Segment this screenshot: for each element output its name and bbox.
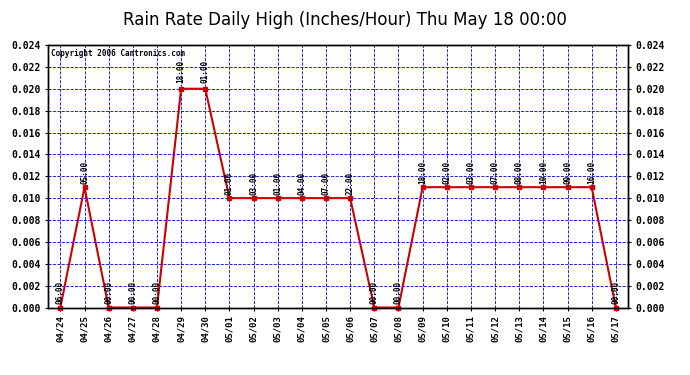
Text: 01:00: 01:00 <box>273 172 282 195</box>
Text: 02:00: 02:00 <box>442 161 451 184</box>
Text: 16:00: 16:00 <box>587 161 596 184</box>
Text: 18:00: 18:00 <box>177 60 186 83</box>
Text: 08:00: 08:00 <box>515 161 524 184</box>
Text: 07:00: 07:00 <box>322 172 331 195</box>
Text: 01:00: 01:00 <box>201 60 210 83</box>
Text: 18:00: 18:00 <box>418 161 427 184</box>
Text: 05:00: 05:00 <box>80 161 89 184</box>
Text: 00:00: 00:00 <box>394 281 403 304</box>
Text: 00:00: 00:00 <box>104 281 113 304</box>
Text: 00:00: 00:00 <box>370 281 379 304</box>
Text: Copyright 2006 Cantronics.com: Copyright 2006 Cantronics.com <box>51 49 186 58</box>
Text: 00:00: 00:00 <box>152 281 161 304</box>
Text: 04:00: 04:00 <box>297 172 306 195</box>
Text: 01:00: 01:00 <box>225 172 234 195</box>
Text: 06:00: 06:00 <box>56 281 65 304</box>
Text: 09:00: 09:00 <box>563 161 572 184</box>
Text: 00:00: 00:00 <box>611 281 620 304</box>
Text: 00:00: 00:00 <box>128 281 137 304</box>
Text: 03:00: 03:00 <box>466 161 475 184</box>
Text: 22:00: 22:00 <box>346 172 355 195</box>
Text: 07:00: 07:00 <box>491 161 500 184</box>
Text: Rain Rate Daily High (Inches/Hour) Thu May 18 00:00: Rain Rate Daily High (Inches/Hour) Thu M… <box>123 11 567 29</box>
Text: 10:00: 10:00 <box>539 161 548 184</box>
Text: 03:00: 03:00 <box>249 172 258 195</box>
